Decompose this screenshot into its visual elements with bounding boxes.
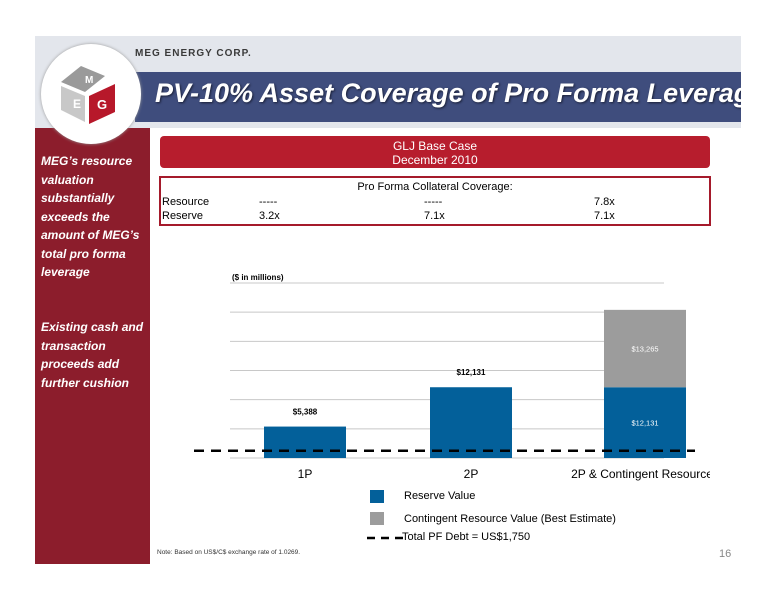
- category-label: 2P & Contingent Resources: [571, 467, 710, 481]
- sidebar-text-cash: Existing cash and transaction proceeds a…: [41, 320, 144, 390]
- coverage-row-label: Reserve: [162, 210, 203, 222]
- coverage-table: Pro Forma Collateral Coverage: Resource …: [159, 176, 711, 226]
- bar-reserve: [264, 426, 346, 458]
- legend-label-contingent: Contingent Resource Value (Best Estimate…: [404, 513, 616, 525]
- legend-swatch-debt: [367, 536, 403, 540]
- bar-reserve: [604, 387, 686, 458]
- coverage-row-label: Resource: [162, 196, 210, 208]
- title-bar: [135, 72, 741, 122]
- category-label: 1P: [298, 467, 313, 481]
- data-label: $5,388: [293, 408, 318, 417]
- glj-banner: GLJ Base Case December 2010: [160, 136, 710, 168]
- coverage-cell: 7.1x: [594, 210, 615, 222]
- sidebar: [35, 128, 150, 564]
- legend-swatch-reserve: [370, 490, 384, 503]
- bar-contingent: [604, 309, 686, 388]
- coverage-cell: -----: [424, 196, 443, 208]
- units-label: ($ in millions): [232, 273, 284, 282]
- banner-line1: GLJ Base Case: [392, 139, 478, 153]
- company-name: MEG ENERGY CORP.: [135, 48, 252, 59]
- coverage-cell: 3.2x: [259, 210, 280, 222]
- sidebar-text-resource: MEG’s resource valuation substantially e…: [41, 154, 140, 279]
- category-label: 2P: [464, 467, 479, 481]
- page-title: PV-10% Asset Coverage of Pro Forma Lever…: [155, 78, 741, 108]
- legend-swatch-contingent: [370, 512, 384, 525]
- page-number: 16: [719, 548, 732, 560]
- coverage-cell: -----: [259, 196, 278, 208]
- svg-text:G: G: [97, 97, 107, 112]
- svg-text:E: E: [73, 97, 81, 111]
- coverage-cell: 7.1x: [424, 210, 445, 222]
- data-label: $12,131: [631, 419, 658, 428]
- data-label: $13,265: [631, 345, 658, 354]
- bar-reserve: [430, 387, 512, 458]
- footnote: Note: Based on US$/C$ exchange rate of 1…: [157, 549, 301, 556]
- coverage-heading: Pro Forma Collateral Coverage:: [357, 181, 513, 193]
- asset-coverage-chart: ($ in millions) $5,388 1P $12,131 2P $12,131 $…: [194, 273, 710, 481]
- banner-line2: December 2010: [392, 153, 478, 167]
- legend-label-debt: Total PF Debt = US$1,750: [402, 531, 531, 543]
- coverage-cell: 7.8x: [594, 196, 615, 208]
- meg-logo: E G M: [41, 44, 141, 144]
- slide: MEG ENERGY CORP. PV-10% Asset Coverage o…: [35, 36, 741, 564]
- data-label: $12,131: [457, 368, 486, 377]
- legend-label-reserve: Reserve Value: [404, 490, 476, 502]
- svg-text:M: M: [85, 75, 93, 86]
